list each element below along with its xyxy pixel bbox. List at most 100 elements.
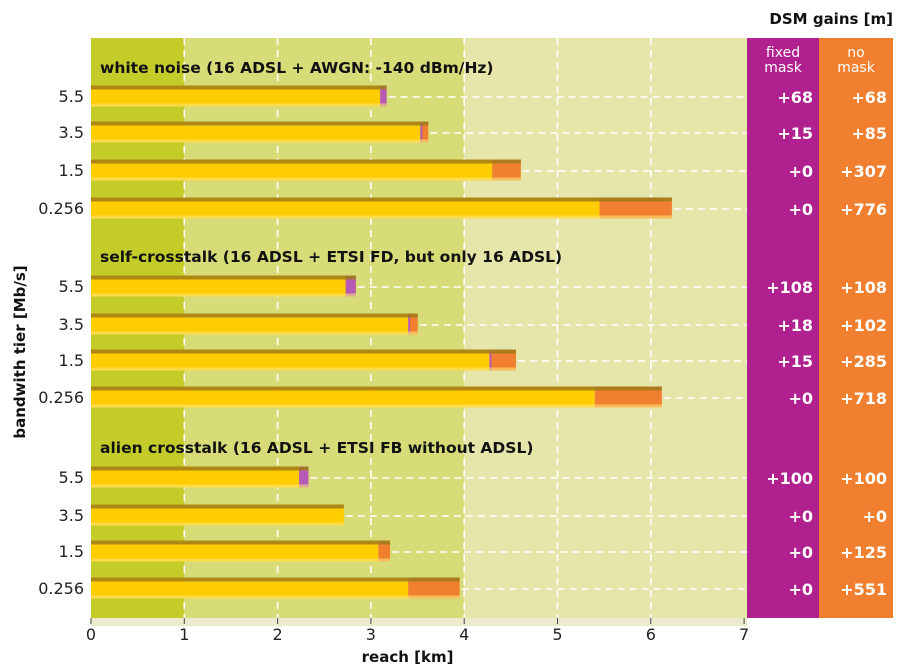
- bar-base: [91, 349, 490, 371]
- fixed-mask-gain-label: +68: [777, 88, 813, 107]
- no-mask-header-line1: no: [847, 45, 864, 61]
- tier-label: 5.5: [59, 87, 84, 106]
- bar-bottom-edge: [91, 522, 344, 526]
- tier-label: 3.5: [59, 506, 84, 525]
- bar-fixed-mask-gain: [345, 275, 356, 297]
- x-tick-label: 4: [459, 625, 469, 644]
- bar-no-mask-gain: [408, 313, 418, 335]
- x-tick-label: 7: [739, 625, 749, 644]
- group-title: white noise (16 ADSL + AWGN: -140 dBm/Hz…: [100, 59, 494, 77]
- bar-top-edge: [91, 275, 356, 280]
- bar-base: [91, 386, 595, 408]
- bar-top-edge: [91, 197, 672, 202]
- group-title: alien crosstalk (16 ADSL + ETSI FB witho…: [100, 439, 533, 457]
- no-mask-gain-label: +85: [851, 124, 887, 143]
- bar-top-edge: [91, 159, 521, 164]
- bar-no-mask-gain: [420, 121, 429, 143]
- x-axis-label: reach [km]: [362, 648, 454, 666]
- bar-base: [91, 197, 600, 219]
- x-tick-label: 6: [646, 625, 656, 644]
- bar-top-edge: [91, 466, 309, 471]
- bar-bottom-edge: [91, 595, 460, 599]
- fixed-mask-header-line2: mask: [764, 60, 803, 76]
- bar-top-edge: [91, 349, 516, 354]
- no-mask-gain-label: +551: [840, 580, 887, 599]
- fixed-mask-header-line1: fixed: [766, 45, 800, 61]
- bar-base: [91, 121, 421, 143]
- axis-shadow: [91, 618, 747, 626]
- no-mask-column: [819, 38, 893, 618]
- tier-label: 0.256: [38, 579, 84, 598]
- no-mask-gain-label: +0: [862, 507, 887, 526]
- no-mask-gain-label: +285: [840, 352, 887, 371]
- tier-label: 0.256: [38, 199, 84, 218]
- no-mask-gain-label: +125: [840, 543, 887, 562]
- x-tick-label: 0: [86, 625, 96, 644]
- fixed-mask-gain-label: +15: [777, 124, 813, 143]
- bar-bottom-edge: [91, 331, 418, 335]
- bar-no-mask-gain: [408, 577, 460, 599]
- group-title: self-crosstalk (16 ADSL + ETSI FD, but o…: [100, 248, 562, 266]
- tier-label: 1.5: [59, 161, 84, 180]
- fixed-mask-gain-label: +0: [788, 162, 813, 181]
- x-tick-label: 5: [552, 625, 562, 644]
- bar-no-mask-gain: [492, 159, 521, 181]
- bar-top-edge: [91, 313, 418, 318]
- fixed-mask-gain-label: +0: [788, 580, 813, 599]
- bar-top-edge: [91, 386, 662, 391]
- bar-bottom-edge: [91, 215, 672, 219]
- tier-label: 3.5: [59, 315, 84, 334]
- bar-base: [91, 466, 300, 488]
- bar-top-edge: [91, 577, 460, 582]
- fixed-mask-gain-label: +0: [788, 200, 813, 219]
- bar-top-edge: [91, 121, 429, 126]
- bar-base: [91, 540, 379, 562]
- bar-top-edge: [91, 85, 387, 90]
- fixed-mask-gain-label: +0: [788, 389, 813, 408]
- x-tick-label: 1: [179, 625, 189, 644]
- bar-no-mask-gain: [599, 197, 672, 219]
- bar-no-mask-gain: [594, 386, 662, 408]
- tier-label: 0.256: [38, 388, 84, 407]
- bar-fixed-mask-gain: [408, 313, 411, 335]
- tier-label: 1.5: [59, 351, 84, 370]
- x-tick-label: 3: [366, 625, 376, 644]
- gains-header: DSM gains [m]: [769, 10, 893, 28]
- bar-fixed-mask-gain: [380, 85, 387, 107]
- fixed-mask-gain-label: +100: [766, 469, 813, 488]
- fixed-mask-column: [747, 38, 819, 618]
- bar-bottom-edge: [91, 139, 429, 143]
- no-mask-gain-label: +307: [840, 162, 887, 181]
- fixed-mask-gain-label: +0: [788, 543, 813, 562]
- fixed-mask-gain-label: +18: [777, 316, 813, 335]
- bar-fixed-mask-gain: [299, 466, 309, 488]
- bar-fixed-mask-gain: [489, 349, 492, 371]
- x-tick-label: 2: [273, 625, 283, 644]
- no-mask-gain-label: +718: [840, 389, 887, 408]
- bar-base: [91, 577, 409, 599]
- bar-top-edge: [91, 504, 344, 509]
- bar-bottom-edge: [91, 484, 309, 488]
- bar-base: [91, 85, 381, 107]
- no-mask-gain-label: +100: [840, 469, 887, 488]
- bar-top-edge: [91, 540, 391, 545]
- tier-label: 1.5: [59, 542, 84, 561]
- no-mask-gain-label: +102: [840, 316, 887, 335]
- tier-label: 5.5: [59, 468, 84, 487]
- fixed-mask-gain-label: +15: [777, 352, 813, 371]
- bar-base: [91, 159, 493, 181]
- bar-base: [91, 275, 346, 297]
- fixed-mask-gain-label: +0: [788, 507, 813, 526]
- bar-fixed-mask-gain: [420, 121, 423, 143]
- bar-base: [91, 313, 409, 335]
- bar-no-mask-gain: [378, 540, 391, 562]
- bar-bottom-edge: [91, 404, 662, 408]
- bar-no-mask-gain: [489, 349, 516, 371]
- no-mask-header-line2: mask: [837, 60, 876, 76]
- tier-label: 5.5: [59, 277, 84, 296]
- no-mask-gain-label: +108: [840, 278, 887, 297]
- zone-light: [464, 38, 747, 618]
- bar-bottom-edge: [91, 558, 391, 562]
- y-axis-label: bandwith tier [Mb/s]: [11, 265, 29, 438]
